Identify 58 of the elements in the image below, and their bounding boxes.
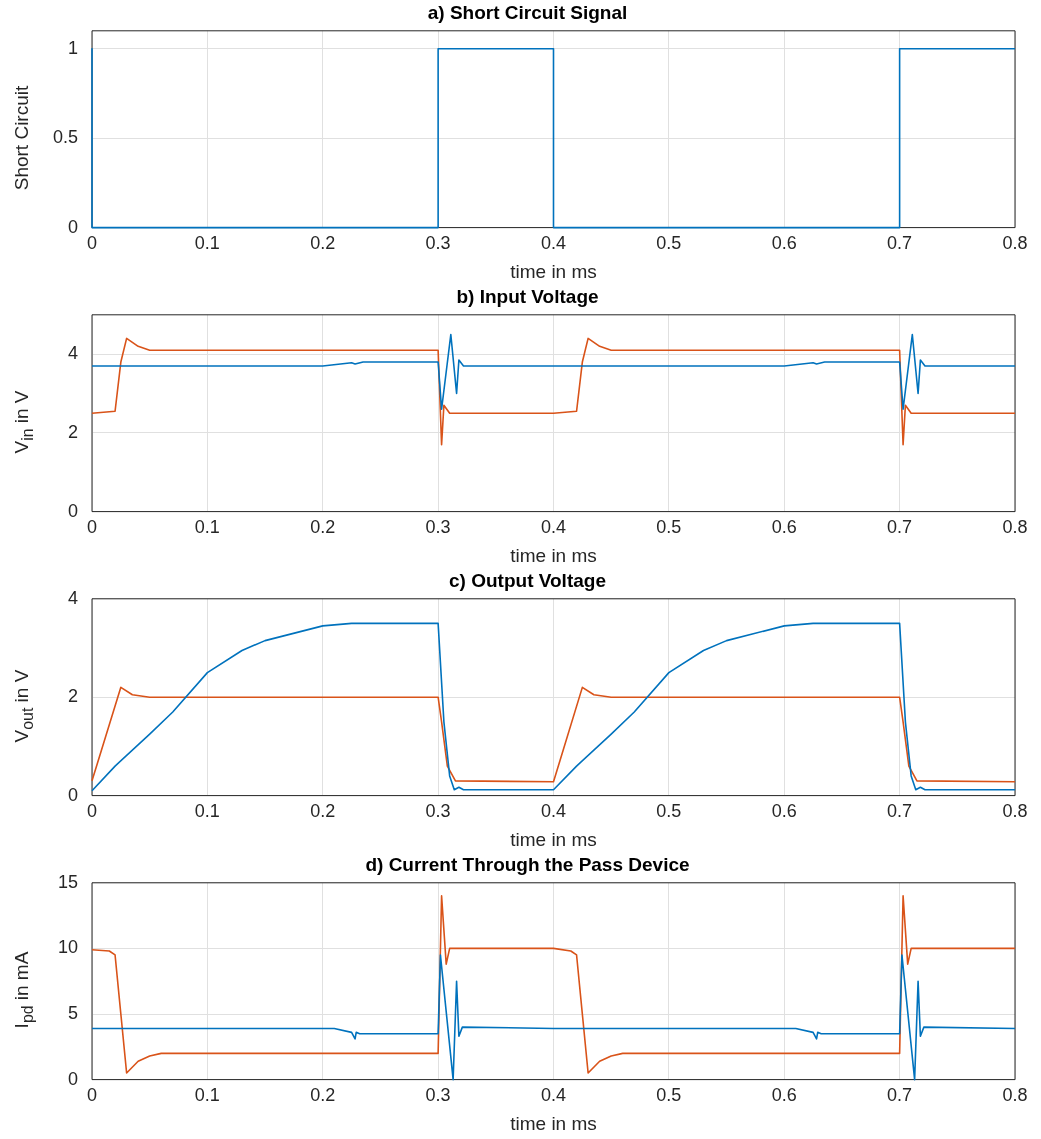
x-tick-label: 0.2 <box>310 233 336 254</box>
x-axis-title: time in ms <box>510 828 597 850</box>
x-tick-label: 0.5 <box>656 1085 682 1106</box>
x-tick-label: 0.1 <box>194 517 220 538</box>
chart-title: c) Output Voltage <box>449 569 606 591</box>
x-tick-label: 0.5 <box>656 801 682 822</box>
x-tick-label: 0.6 <box>771 517 797 538</box>
y-tick-label: 0 <box>67 784 78 805</box>
x-tick-label: 0.8 <box>1002 801 1028 822</box>
x-tick-label: 0.5 <box>656 233 682 254</box>
chart-title: a) Short Circuit Signal <box>427 1 628 23</box>
y-tick-label: 0.5 <box>52 127 78 148</box>
x-tick-label: 0 <box>86 517 98 538</box>
x-tick-label: 0.6 <box>771 233 797 254</box>
x-tick-label: 0.7 <box>887 801 913 822</box>
x-axis-title: time in ms <box>510 544 597 566</box>
x-tick-label: 0.8 <box>1002 233 1028 254</box>
y-tick-label: 5 <box>67 1002 78 1023</box>
x-tick-label: 0.2 <box>310 801 336 822</box>
x-tick-label: 0.5 <box>656 517 682 538</box>
x-tick-label: 0.4 <box>540 801 567 822</box>
y-tick-label: 0 <box>67 500 78 521</box>
y-axis-title: Short Circuit <box>10 84 33 193</box>
x-tick-label: 0.3 <box>425 801 451 822</box>
chart-title: b) Input Voltage <box>456 285 599 307</box>
x-tick-label: 0.4 <box>540 1085 567 1106</box>
x-tick-label: 0.3 <box>425 233 451 254</box>
x-tick-label: 0.1 <box>194 801 220 822</box>
x-tick-label: 0.4 <box>540 233 567 254</box>
x-tick-label: 0.4 <box>540 517 567 538</box>
x-tick-label: 0.3 <box>425 517 451 538</box>
x-tick-label: 0.6 <box>771 801 797 822</box>
y-tick-label: 1 <box>67 37 78 58</box>
x-tick-label: 0.7 <box>887 1085 913 1106</box>
x-tick-label: 0 <box>86 1085 98 1106</box>
y-tick-label: 4 <box>67 343 78 364</box>
chart-title: d) Current Through the Pass Device <box>365 853 690 875</box>
x-tick-label: 0 <box>86 233 98 254</box>
x-axis-title: time in ms <box>510 260 597 282</box>
x-tick-label: 0.1 <box>194 233 220 254</box>
x-tick-label: 0.6 <box>771 1085 797 1106</box>
x-tick-label: 0.7 <box>887 517 913 538</box>
x-tick-label: 0.2 <box>310 1085 336 1106</box>
x-tick-label: 0.8 <box>1002 517 1028 538</box>
y-tick-label: 4 <box>67 587 78 608</box>
y-tick-label: 0 <box>67 1068 78 1089</box>
x-tick-label: 0.3 <box>425 1085 451 1106</box>
x-tick-label: 0 <box>86 801 98 822</box>
x-tick-label: 0.7 <box>887 233 913 254</box>
x-axis-title: time in ms <box>510 1112 597 1134</box>
x-tick-label: 0.1 <box>194 1085 220 1106</box>
y-tick-label: 15 <box>57 871 78 892</box>
y-tick-label: 10 <box>57 937 78 958</box>
x-tick-label: 0.2 <box>310 517 336 538</box>
y-tick-label: 0 <box>67 216 78 237</box>
x-tick-label: 0.8 <box>1002 1085 1028 1106</box>
y-tick-label: 2 <box>67 686 78 707</box>
y-tick-label: 2 <box>67 421 78 442</box>
